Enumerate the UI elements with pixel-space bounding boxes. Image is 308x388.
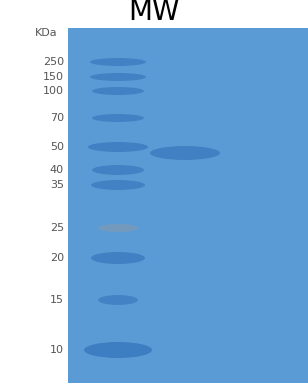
Bar bbox=[68, 28, 308, 383]
Text: 70: 70 bbox=[50, 113, 64, 123]
Ellipse shape bbox=[88, 142, 148, 152]
Ellipse shape bbox=[92, 165, 144, 175]
Ellipse shape bbox=[150, 146, 220, 160]
Text: KDa: KDa bbox=[35, 28, 57, 38]
Ellipse shape bbox=[92, 87, 144, 95]
Text: 35: 35 bbox=[50, 180, 64, 190]
Ellipse shape bbox=[92, 114, 144, 122]
Text: 250: 250 bbox=[43, 57, 64, 67]
Text: 150: 150 bbox=[43, 72, 64, 82]
Ellipse shape bbox=[84, 342, 152, 358]
Text: 20: 20 bbox=[50, 253, 64, 263]
Ellipse shape bbox=[98, 295, 138, 305]
Ellipse shape bbox=[98, 224, 138, 232]
Ellipse shape bbox=[91, 180, 145, 190]
Text: 15: 15 bbox=[50, 295, 64, 305]
Ellipse shape bbox=[90, 73, 146, 81]
Ellipse shape bbox=[91, 252, 145, 264]
Text: 100: 100 bbox=[43, 86, 64, 96]
Text: MW: MW bbox=[128, 0, 180, 26]
Text: 25: 25 bbox=[50, 223, 64, 233]
Text: 10: 10 bbox=[50, 345, 64, 355]
Ellipse shape bbox=[90, 58, 146, 66]
Text: 50: 50 bbox=[50, 142, 64, 152]
Text: 40: 40 bbox=[50, 165, 64, 175]
